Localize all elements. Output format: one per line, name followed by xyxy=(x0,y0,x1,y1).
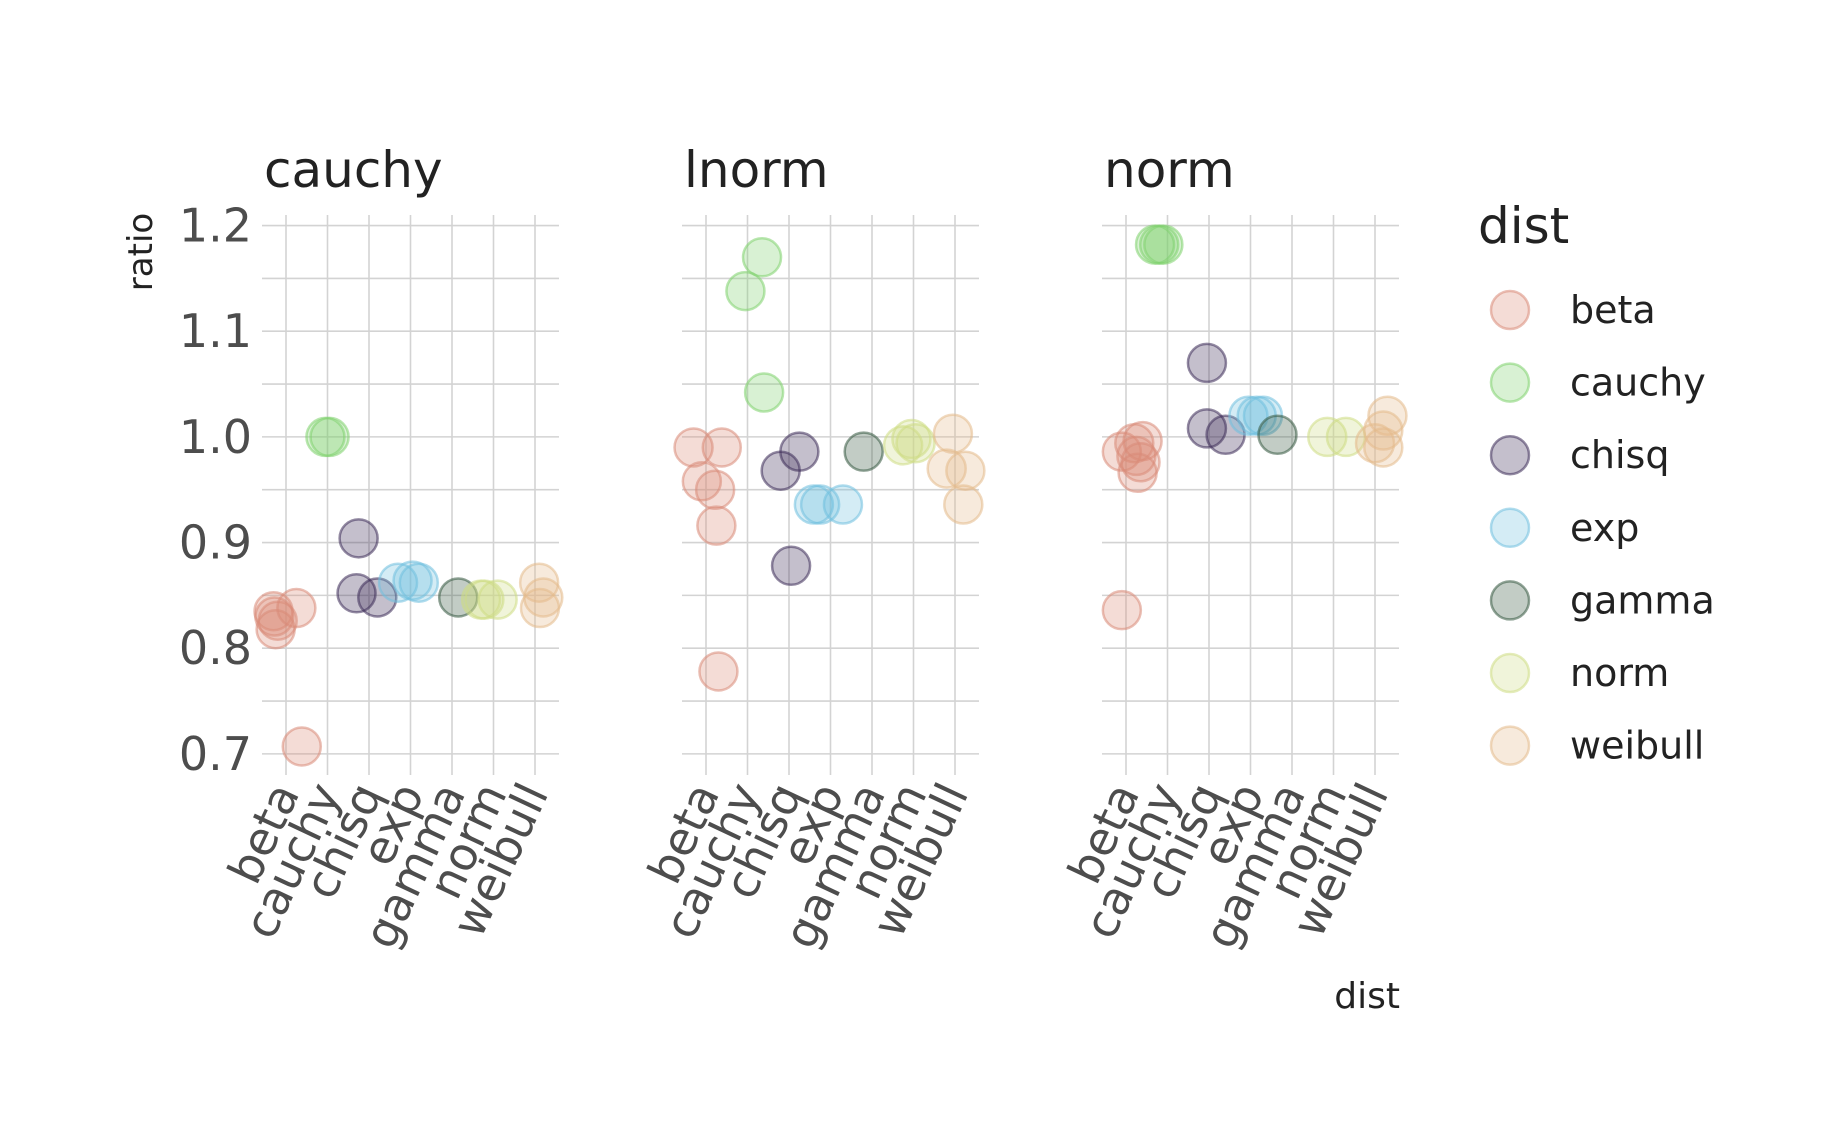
point-exp xyxy=(799,484,841,525)
panel-title: cauchy xyxy=(264,141,443,199)
y-axis: 1.2 1.1 1.0 0.9 0.8 0.7 xyxy=(179,199,252,781)
point-cauchy xyxy=(743,372,785,413)
point-gamma xyxy=(843,431,884,472)
point-chisq xyxy=(1186,342,1228,384)
y-tick-label: 1.2 xyxy=(179,199,252,253)
point-norm xyxy=(477,579,518,620)
point-beta xyxy=(701,427,743,468)
point-weibull xyxy=(1363,427,1404,468)
point-beta xyxy=(281,726,323,767)
point-cauchy xyxy=(1143,224,1184,265)
point-chisq xyxy=(760,450,801,491)
legend-label: weibull xyxy=(1570,724,1704,768)
point-beta xyxy=(255,608,296,650)
point-chisq xyxy=(336,573,377,614)
legend-key-exp xyxy=(1489,507,1531,549)
point-weibull xyxy=(519,587,561,629)
point-exp xyxy=(377,562,419,603)
point-beta xyxy=(698,651,739,692)
y-tick-label: 0.9 xyxy=(179,516,252,570)
y-tick-label: 0.8 xyxy=(179,621,252,675)
legend: dist beta cauchy chisq exp gamma norm weibull xyxy=(1478,197,1715,768)
x-axis-title: dist xyxy=(1334,976,1400,1017)
legend-key-beta xyxy=(1489,289,1531,331)
point-exp xyxy=(398,562,440,603)
y-tick-label: 1.1 xyxy=(179,304,252,358)
point-beta xyxy=(694,469,736,510)
point-beta xyxy=(276,587,317,629)
point-beta xyxy=(1117,452,1158,494)
legend-label: norm xyxy=(1570,651,1669,695)
point-beta xyxy=(1116,435,1157,477)
y-tick-label: 1.0 xyxy=(179,410,252,464)
point-chisq xyxy=(357,577,398,618)
legend-key-gamma xyxy=(1489,580,1531,621)
legend-label: gamma xyxy=(1570,578,1715,622)
point-beta xyxy=(673,427,714,468)
point-beta xyxy=(254,596,295,637)
point-exp xyxy=(822,484,864,525)
legend-label: cauchy xyxy=(1570,361,1706,405)
legend-label: chisq xyxy=(1570,433,1669,477)
legend-key-chisq xyxy=(1489,434,1531,476)
point-norm xyxy=(895,422,936,464)
point-cauchy xyxy=(725,270,766,312)
point-chisq xyxy=(338,518,379,559)
legend-key-weibull xyxy=(1489,725,1531,766)
point-cauchy xyxy=(309,416,350,458)
panel-title: norm xyxy=(1104,141,1235,199)
y-tick-label: 0.7 xyxy=(179,727,252,781)
legend-label: exp xyxy=(1570,506,1639,550)
point-cauchy xyxy=(741,237,783,278)
legend-label: beta xyxy=(1570,288,1656,332)
point-weibull xyxy=(945,450,986,491)
point-weibull xyxy=(932,413,974,454)
legend-title: dist xyxy=(1478,197,1569,255)
point-beta xyxy=(696,505,737,546)
point-gamma xyxy=(1257,414,1298,456)
legend-key-norm xyxy=(1489,652,1531,694)
chart-panels: cauchybetacauchychisqexpgammanormweibull… xyxy=(217,141,1408,956)
point-chisq xyxy=(770,545,812,587)
y-axis-title: ratio xyxy=(121,213,161,291)
legend-key-cauchy xyxy=(1489,362,1531,403)
point-norm xyxy=(464,579,505,620)
point-beta xyxy=(1101,589,1143,631)
panel-title: lnorm xyxy=(684,141,829,199)
point-weibull xyxy=(943,484,984,525)
